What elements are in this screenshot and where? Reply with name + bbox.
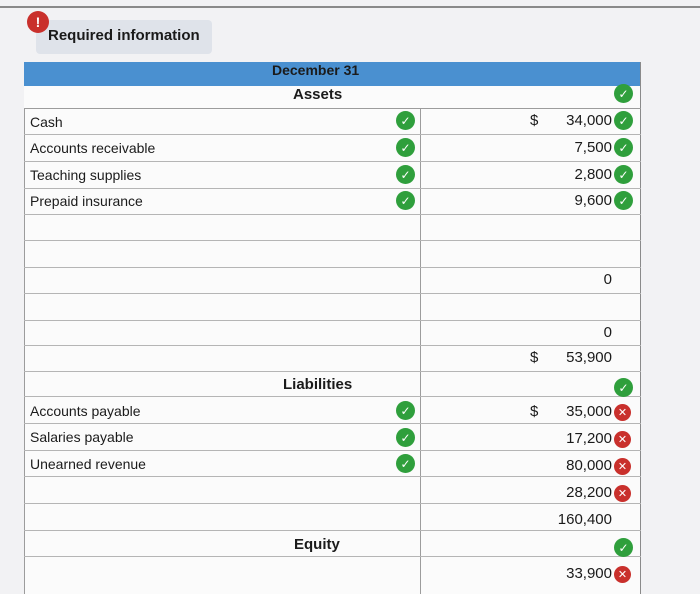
liability-extra-value[interactable]: 28,200: [566, 484, 612, 501]
liability-label-accounts-payable[interactable]: Accounts payable: [30, 403, 141, 419]
asset-label-accounts-receivable[interactable]: Accounts receivable: [30, 140, 156, 156]
x-circle-icon: ✕: [614, 404, 631, 421]
required-information-label: Required information: [48, 27, 200, 44]
currency-symbol: $: [530, 403, 539, 420]
liability-value-salaries-payable[interactable]: 17,200: [566, 430, 612, 447]
asset-label-teaching-supplies[interactable]: Teaching supplies: [30, 167, 142, 183]
period-header: December 31: [272, 62, 360, 78]
equity-header: Equity: [294, 536, 340, 553]
check-circle-icon: ✓: [396, 165, 415, 184]
check-circle-icon: ✓: [614, 191, 633, 210]
currency-symbol: $: [530, 349, 539, 366]
asset-value-accounts-receivable[interactable]: 7,500: [574, 139, 612, 156]
check-circle-icon: ✓: [614, 378, 633, 397]
asset-label-cash[interactable]: Cash: [30, 114, 63, 130]
check-circle-icon: ✓: [614, 138, 633, 157]
asset-value-cash[interactable]: 34,000: [566, 112, 612, 129]
check-circle-icon: ✓: [396, 454, 415, 473]
asset-value-prepaid-insurance[interactable]: 9,600: [574, 192, 612, 209]
x-circle-icon: ✕: [614, 485, 631, 502]
liability-label-unearned-revenue[interactable]: Unearned revenue: [30, 456, 146, 472]
equity-value[interactable]: 33,900: [566, 565, 612, 582]
check-circle-icon: ✓: [614, 111, 633, 130]
x-circle-icon: ✕: [614, 431, 631, 448]
check-circle-icon: ✓: [396, 401, 415, 420]
total-assets-value[interactable]: 53,900: [566, 349, 612, 366]
x-circle-icon: ✕: [614, 458, 631, 475]
liability-label-salaries-payable[interactable]: Salaries payable: [30, 429, 134, 445]
table-header-bar: [24, 62, 641, 86]
x-circle-icon: ✕: [614, 566, 631, 583]
check-circle-icon: ✓: [614, 165, 633, 184]
check-circle-icon: ✓: [614, 84, 633, 103]
asset-blank-value[interactable]: 0: [603, 324, 612, 341]
check-circle-icon: ✓: [396, 428, 415, 447]
required-information-tab[interactable]: [36, 20, 212, 54]
check-circle-icon: ✓: [396, 191, 415, 210]
assets-header: Assets: [293, 86, 343, 103]
check-circle-icon: ✓: [614, 538, 633, 557]
asset-value-teaching-supplies[interactable]: 2,800: [574, 166, 612, 183]
asset-blank-value[interactable]: 0: [603, 271, 612, 288]
liabilities-header: Liabilities: [283, 376, 353, 393]
balance-sheet-table: [24, 62, 641, 594]
total-liabilities-value[interactable]: 160,400: [557, 511, 612, 528]
check-circle-icon: ✓: [396, 111, 415, 130]
asset-label-prepaid-insurance[interactable]: Prepaid insurance: [30, 193, 143, 209]
top-divider: [0, 6, 700, 8]
alert-icon: !: [27, 11, 49, 33]
liability-value-unearned-revenue[interactable]: 80,000: [566, 457, 612, 474]
liability-value-accounts-payable[interactable]: 35,000: [566, 403, 612, 420]
check-circle-icon: ✓: [396, 138, 415, 157]
currency-symbol: $: [530, 112, 539, 129]
